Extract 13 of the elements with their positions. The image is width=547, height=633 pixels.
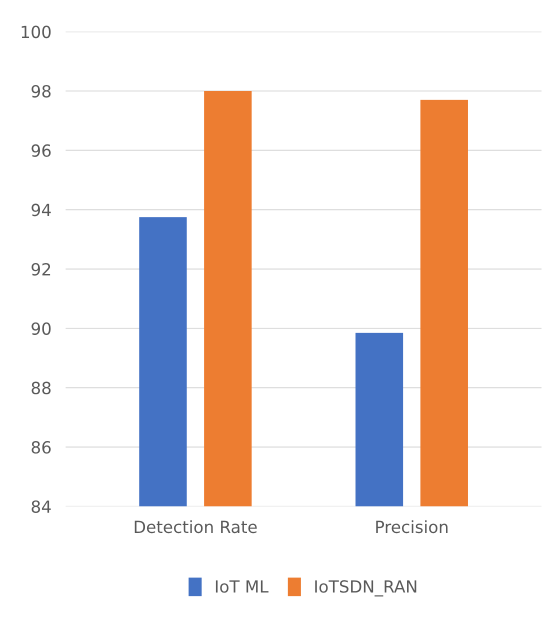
- y-tick-label: 96: [32, 144, 51, 157]
- x-tick-label: Precision: [376, 520, 448, 534]
- y-tick-label: 98: [32, 84, 51, 98]
- y-tick-label: 90: [32, 322, 51, 335]
- y-tick-label: 88: [32, 382, 51, 394]
- y-tick-label: 84: [32, 500, 51, 513]
- legend-label: IoT ML: [216, 580, 268, 593]
- y-tick-label: 92: [32, 262, 50, 276]
- legend-label: IoTSDN_RAN: [315, 580, 416, 596]
- y-tick-label: 94: [32, 204, 51, 216]
- y-tick-label: 86: [32, 441, 51, 454]
- y-tick-label: 100: [22, 26, 51, 38]
- x-tick-label: Detection Rate: [134, 520, 257, 534]
